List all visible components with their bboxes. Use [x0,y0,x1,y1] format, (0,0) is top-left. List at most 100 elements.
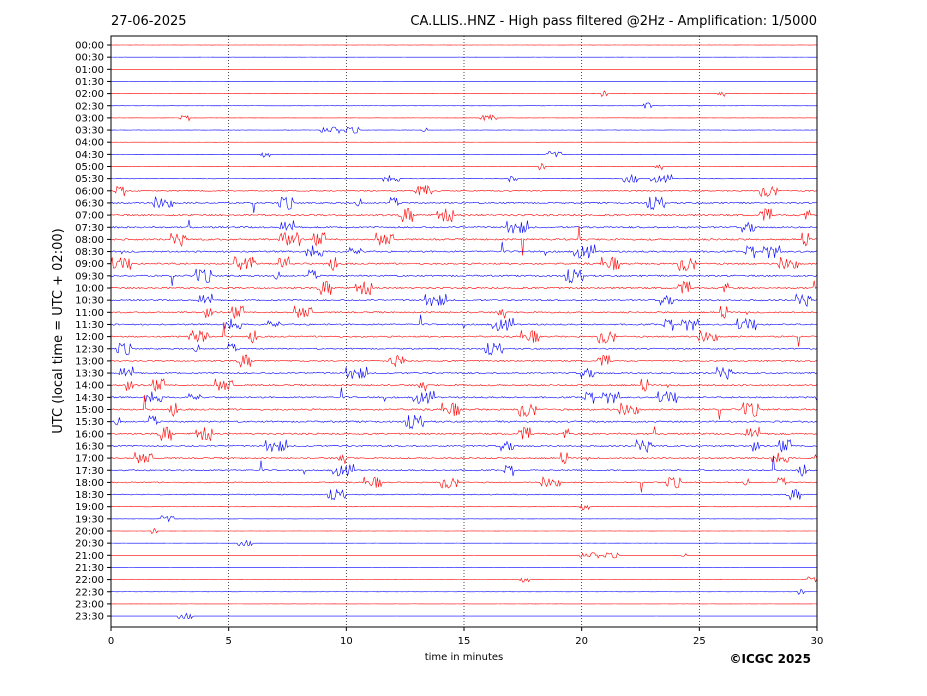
y-tick-label: 23:30 [75,612,104,623]
trace-line [110,226,817,256]
x-tick-label: 20 [575,636,588,647]
trace-line [110,90,817,98]
y-tick-label: 14:30 [75,393,104,404]
y-tick-label: 12:00 [75,332,104,343]
y-tick-label: 12:30 [75,344,104,355]
x-tick-label: 25 [693,636,706,647]
y-tick-label: 19:30 [75,514,104,525]
y-tick-label: 01:00 [75,65,104,76]
y-tick-label: 04:00 [75,138,104,149]
y-tick-label: 13:00 [75,356,104,367]
y-tick-label: 09:00 [75,259,104,270]
y-tick-label: 10:30 [75,296,104,307]
y-tick-label: 21:30 [75,563,104,574]
x-tick-label: 10 [340,636,353,647]
trace-line [110,196,817,213]
y-tick-label: 03:30 [75,126,104,137]
x-tick-label: 5 [225,636,231,647]
trace-line [110,588,817,595]
y-tick-label: 18:00 [75,478,104,489]
y-tick-label: 06:00 [75,186,104,197]
chart-title: CA.LLIS..HNZ - High pass filtered @2Hz -… [410,14,817,29]
trace-line [110,488,817,501]
chart-date: 27-06-2025 [111,14,187,29]
copyright-label: ©ICGC 2025 [729,652,811,666]
y-tick-label: 17:30 [75,466,104,477]
trace-line [110,322,817,347]
trace-line [110,452,817,465]
y-tick-label: 10:00 [75,284,104,295]
trace-line [110,415,817,430]
x-tick-label: 15 [458,636,471,647]
y-tick-label: 23:00 [75,599,104,610]
y-axis-label: UTC (local time = UTC + 02:00) [51,228,66,433]
y-tick-label: 20:00 [75,527,104,538]
trace-line [110,293,817,308]
trace-line [110,552,817,559]
trace-line [110,527,817,535]
y-tick-label: 05:00 [75,162,104,173]
trace-line [110,475,817,493]
y-tick-label: 15:30 [75,417,104,428]
trace-line [110,162,817,171]
trace-line [110,268,817,286]
trace-line [110,114,817,122]
trace-line [110,102,817,109]
y-tick-label: 19:00 [75,502,104,513]
x-tick-label: 0 [108,636,114,647]
y-tick-label: 11:00 [75,308,104,319]
y-tick-label: 16:00 [75,429,104,440]
trace-line [110,280,817,296]
y-tick-label: 00:30 [75,53,104,64]
trace-line [110,185,817,198]
trace-line [110,378,817,392]
y-tick-label: 00:00 [75,41,104,52]
y-tick-label: 08:30 [75,247,104,258]
trace-line [110,426,817,441]
trace-line [110,504,817,511]
trace-line [110,387,817,404]
trace-line [110,173,817,184]
y-tick-label: 13:30 [75,369,104,380]
trace-line [110,314,817,331]
x-ticks: 0 5 10 15 20 25 30 [108,627,824,647]
trace-line [110,539,817,547]
y-tick-label: 07:00 [75,211,104,222]
y-tick-label: 16:30 [75,441,104,452]
trace-line [110,255,817,272]
vertical-grid [228,36,700,627]
trace-line [110,438,817,453]
trace-line [110,241,817,259]
y-tick-label: 02:30 [75,101,104,112]
plot-frame [110,35,818,628]
y-tick-label: 02:00 [75,89,104,100]
y-tick-label: 22:30 [75,587,104,598]
x-axis-label: time in minutes [425,652,504,663]
y-tick-label: 05:30 [75,174,104,185]
trace-line [110,126,817,135]
trace-line [110,342,817,356]
trace-line [110,354,817,368]
trace-line [110,305,817,320]
y-tick-label: 18:30 [75,490,104,501]
y-tick-label: 06:30 [75,198,104,209]
y-tick-label: 08:00 [75,235,104,246]
y-tick-label: 21:00 [75,551,104,562]
x-tick-label: 30 [811,636,824,647]
y-tick-label: 03:00 [75,113,104,124]
y-tick-label: 01:30 [75,77,104,88]
y-tick-label: 20:30 [75,539,104,550]
y-tick-label: 22:00 [75,575,104,586]
seismogram-traces [110,44,817,620]
trace-line [110,208,817,223]
y-tick-label: 07:30 [75,223,104,234]
y-tick-label: 14:00 [75,381,104,392]
y-tick-label: 11:30 [75,320,104,331]
trace-line [110,455,817,477]
y-tick-label: 15:00 [75,405,104,416]
trace-line [110,515,817,523]
trace-line [110,576,817,583]
trace-line [110,394,817,420]
